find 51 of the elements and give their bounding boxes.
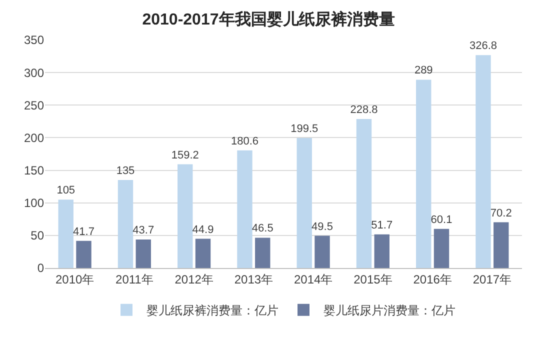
x-tick-label: 2014年 [294,272,333,286]
legend-label: 婴儿纸尿片消费量：亿片 [324,304,456,318]
x-tick-label: 2016年 [413,272,452,286]
data-label: 199.5 [290,123,318,136]
bar [416,80,432,268]
x-tick-label: 2013年 [234,272,274,286]
data-label: 49.5 [312,220,333,233]
data-label: 43.7 [132,224,154,237]
bar [237,150,252,268]
x-tick-label: 2012年 [174,272,214,286]
data-label: 289 [414,64,433,77]
bar [314,236,330,268]
bar [434,228,450,268]
data-label: 46.5 [252,222,274,235]
y-tick-label: 150 [24,163,44,178]
data-label: 228.8 [350,104,378,116]
bar [356,118,372,268]
data-label: 159.2 [171,149,199,162]
y-tick-label: 300 [24,66,44,80]
data-label: 60.1 [430,214,452,226]
bar [118,180,134,268]
bar [76,240,92,268]
bar [296,138,312,268]
bar [374,234,390,268]
data-label: 180.6 [230,135,259,148]
data-label: 51.7 [371,219,393,232]
y-tick-label: 50 [30,228,44,243]
x-tick-label: 2015年 [354,272,392,286]
data-label: 326.8 [469,40,498,52]
data-label: 44.9 [192,224,214,236]
bar [476,55,491,268]
legend-label: 婴儿纸尿裤消费量：亿片 [146,304,278,318]
bar [195,238,211,268]
x-tick-label: 2011年 [116,272,154,286]
y-tick-label: 200 [24,130,44,145]
x-tick-label: 2010年 [55,272,94,286]
bar [494,222,509,268]
data-label: 135 [116,165,135,178]
y-tick-label: 0 [37,261,44,276]
y-tick-label: 250 [24,98,44,112]
x-tick-label: 2017年 [472,272,512,286]
data-label: 41.7 [73,226,94,238]
y-tick-label: 100 [24,196,44,210]
bar [136,240,151,268]
bar [255,238,270,268]
data-label: 70.2 [490,207,512,220]
bar [58,200,74,268]
y-tick-label: 350 [24,33,44,48]
bar [178,164,193,268]
chart-title: 2010-2017年我国婴儿纸尿裤消费量 [142,10,395,29]
data-label: 105 [56,184,76,197]
